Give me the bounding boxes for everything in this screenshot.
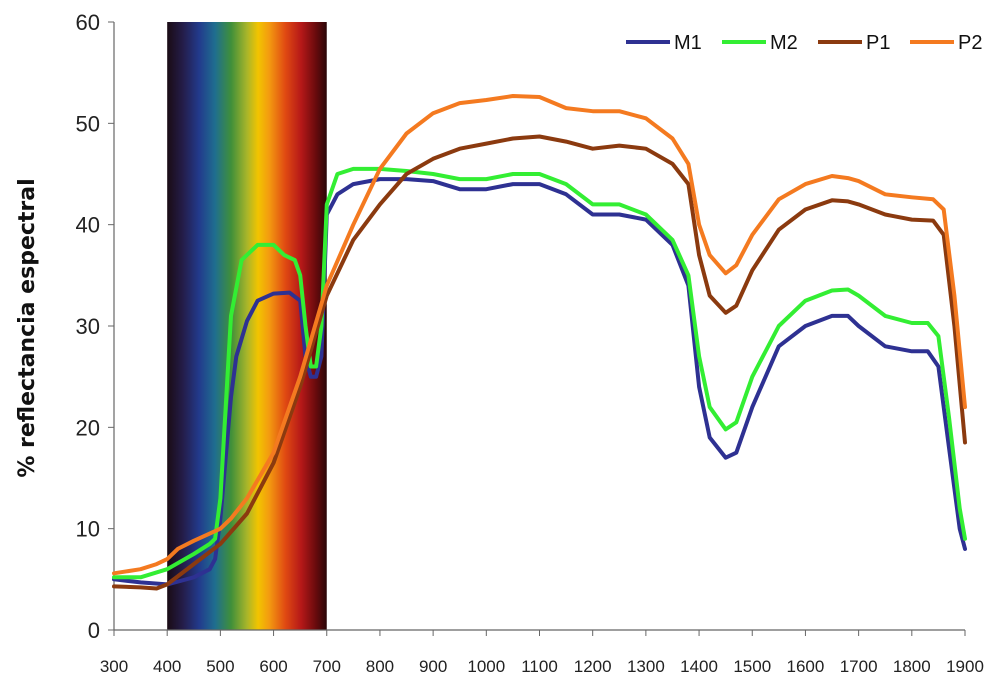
series-line-m1	[112, 177, 967, 587]
y-tick-label: 60	[76, 10, 100, 35]
x-tick-label: 600	[259, 657, 287, 676]
x-tick-label: 400	[153, 657, 181, 676]
x-tick-label: 1300	[627, 657, 665, 676]
legend-label-m1: M1	[674, 32, 702, 54]
legend: M1 M2 P1 P2	[626, 32, 982, 54]
legend-label-m2: M2	[770, 32, 798, 54]
x-tick-label: 300	[100, 657, 128, 676]
x-tick-label: 1700	[840, 657, 878, 676]
x-tick-label: 1000	[467, 657, 505, 676]
x-tick-label: 800	[366, 657, 394, 676]
series-line-p1	[112, 134, 967, 591]
x-tick-label: 1100	[521, 657, 558, 676]
x-tick-label: 1400	[680, 657, 718, 676]
tick-labels: 0 10 20 30 40 50 60 300 400 500 600 700 800 900 1000 11…	[76, 10, 984, 676]
y-tick-label: 20	[76, 415, 100, 440]
y-tick-label: 10	[76, 517, 100, 542]
x-tick-label: 700	[313, 657, 341, 676]
x-tick-label: 1200	[574, 657, 612, 676]
series-lines	[112, 94, 967, 591]
series-line-p2	[112, 94, 967, 576]
y-tick-label: 30	[76, 314, 100, 339]
y-tick-label: 40	[76, 213, 100, 238]
legend-label-p2: P2	[958, 32, 982, 54]
series-line-m2	[112, 166, 967, 580]
legend-label-p1: P1	[866, 32, 890, 54]
x-tick-label: 500	[206, 657, 234, 676]
x-tick-label: 1500	[733, 657, 771, 676]
x-tick-label: 1900	[946, 657, 984, 676]
x-tick-label: 900	[419, 657, 447, 676]
y-tick-label: 0	[88, 618, 100, 643]
x-tick-label: 1800	[893, 657, 931, 676]
y-axis-label: % reflectancia espectral	[15, 178, 40, 477]
y-tick-label: 50	[76, 111, 100, 136]
x-tick-label: 1600	[787, 657, 825, 676]
chart-axes	[108, 21, 966, 636]
